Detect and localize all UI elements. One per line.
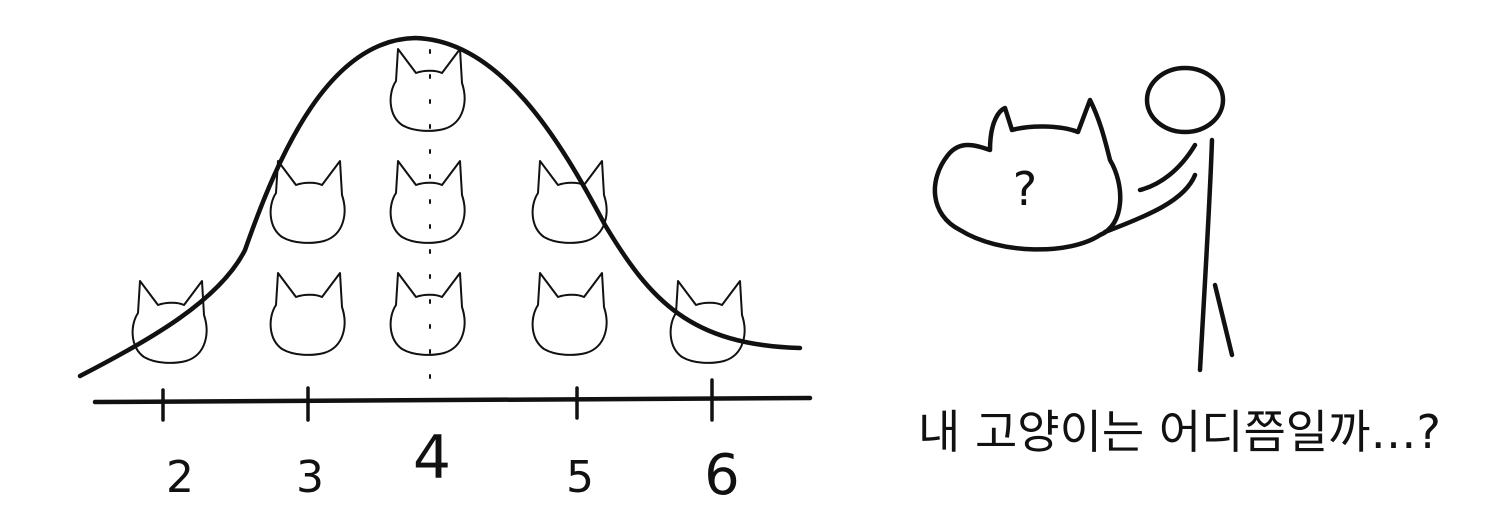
cat-head-icon-2-0 — [389, 272, 466, 356]
question-mark-text: ? — [1013, 162, 1037, 216]
cat-head-icon-0-0 — [131, 280, 208, 364]
tick-label-4: 4 — [413, 423, 451, 493]
cat-head-icon-2-2 — [389, 48, 466, 132]
cat-head-icon-2-1 — [389, 160, 466, 244]
big-cat-icon: ? — [932, 97, 1123, 252]
tick-label-5: 5 — [566, 452, 594, 503]
bell-curve — [77, 35, 803, 379]
cat-head-icon-3-1 — [531, 160, 608, 244]
caption-text: 내 고양이는 어디쯤일까…? — [918, 405, 1441, 459]
cat-heads — [131, 48, 746, 364]
tick-label-6: 6 — [704, 443, 740, 508]
cat-head-icon-1-1 — [269, 160, 346, 244]
x-ticks — [161, 378, 714, 422]
stick-figure-icon — [1102, 65, 1235, 373]
x-axis-line — [92, 395, 813, 405]
tick-label-3: 3 — [296, 452, 324, 503]
tick-label-2: 2 — [166, 452, 194, 503]
cat-head-icon-4-0 — [669, 280, 746, 364]
cat-head-icon-3-0 — [531, 272, 608, 356]
cat-head-icon-1-0 — [269, 272, 346, 356]
